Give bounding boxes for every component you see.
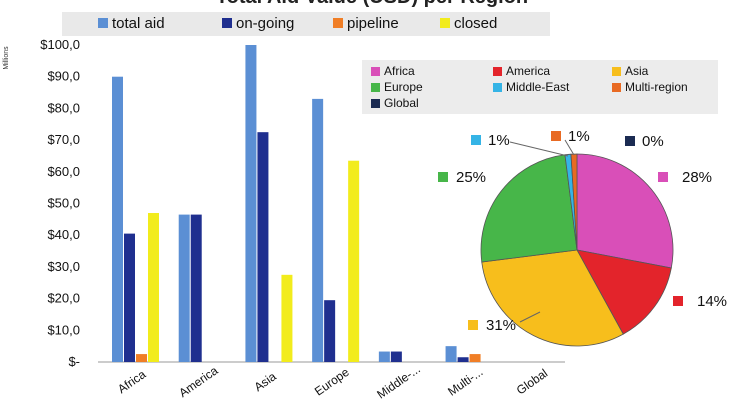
pie-data-label: 25% [456, 169, 486, 186]
bar-on-going [257, 132, 269, 362]
pie-slice-america [576, 249, 672, 335]
bar-legend-background [62, 12, 550, 36]
chart-title: Total Aid Value (USD) per Region [216, 0, 528, 8]
x-category-label: Europe [312, 365, 352, 399]
bar-total-aid [245, 45, 257, 362]
y-tick-label: $100,0 [40, 37, 80, 52]
bar-on-going [124, 233, 135, 362]
pie-slice-asia [481, 249, 624, 347]
pie-legend-label: Multi-region [625, 80, 688, 94]
y-tick-label: $20,0 [47, 291, 80, 306]
pie-legend-swatch [371, 83, 380, 92]
y-tick-label: $- [68, 354, 80, 369]
y-tick-label: $30,0 [47, 259, 80, 274]
pie-legend-label: Africa [384, 64, 415, 78]
pie-legend-label: Middle-East [506, 80, 570, 94]
y-tick-label: $70,0 [47, 132, 80, 147]
bar-closed [281, 274, 293, 362]
legend-swatch [440, 18, 450, 28]
bar-total-aid [378, 351, 390, 362]
y-axis-label: Millions [3, 46, 10, 70]
bar-total-aid [445, 346, 457, 362]
pie-label-swatch [471, 135, 481, 145]
y-tick-label: $90,0 [47, 69, 80, 84]
legend-swatch [98, 18, 108, 28]
y-tick-label: $40,0 [47, 227, 80, 242]
bar-pipeline [136, 354, 147, 362]
pie-leader-line [519, 311, 541, 323]
pie-data-label: 0% [642, 133, 664, 150]
bar-closed [148, 213, 159, 362]
pie-data-label: 28% [682, 169, 712, 186]
x-category-label: Multi-... [445, 365, 485, 399]
legend-label: total aid [112, 15, 165, 32]
bar-on-going [390, 351, 402, 362]
bar-on-going [324, 300, 336, 362]
pie-legend-label: America [506, 64, 550, 78]
legend-label: on-going [236, 15, 294, 32]
pie-legend-label: Global [384, 96, 419, 110]
pie-legend-swatch [493, 67, 502, 76]
x-category-label: Africa [115, 367, 148, 396]
pie-data-label: 1% [488, 132, 510, 149]
legend-swatch [333, 18, 343, 28]
x-category-label: Global [514, 366, 550, 397]
pie-leader-line [509, 141, 569, 157]
pie-legend-swatch [612, 67, 621, 76]
x-category-label: America [176, 363, 220, 400]
legend-label: closed [454, 15, 497, 32]
pie-label-swatch [673, 296, 683, 306]
y-tick-label: $50,0 [47, 196, 80, 211]
bar-total-aid [312, 98, 324, 362]
bar-on-going [190, 214, 202, 362]
pie-legend-swatch [371, 67, 380, 76]
pie-data-label: 14% [697, 293, 727, 310]
y-tick-label: $10,0 [47, 322, 80, 337]
y-tick-label: $80,0 [47, 100, 80, 115]
pie-legend-label: Asia [625, 64, 649, 78]
bar-closed [348, 160, 360, 362]
pie-leader-line [564, 139, 575, 156]
pie-label-swatch [551, 131, 561, 141]
x-category-label: Middle-... [374, 362, 422, 402]
bar-pipeline [469, 354, 481, 362]
pie-legend-background [362, 60, 718, 114]
bar-total-aid [178, 214, 190, 362]
pie-data-label: 1% [568, 128, 590, 145]
pie-slice-europe [480, 154, 578, 263]
pie-slice-africa [576, 153, 674, 269]
pie-label-swatch [658, 172, 668, 182]
pie-legend-swatch [493, 83, 502, 92]
pie-label-swatch [438, 172, 448, 182]
pie-legend-swatch [612, 83, 621, 92]
bar-on-going [457, 357, 469, 362]
y-tick-label: $60,0 [47, 164, 80, 179]
pie-label-swatch [625, 136, 635, 146]
pie-data-label: 31% [486, 317, 516, 334]
pie-label-swatch [468, 320, 478, 330]
legend-swatch [222, 18, 232, 28]
legend-label: pipeline [347, 15, 399, 32]
x-category-label: Asia [252, 369, 279, 394]
bar-total-aid [112, 76, 123, 362]
pie-legend-label: Europe [384, 80, 423, 94]
pie-legend-swatch [371, 99, 380, 108]
